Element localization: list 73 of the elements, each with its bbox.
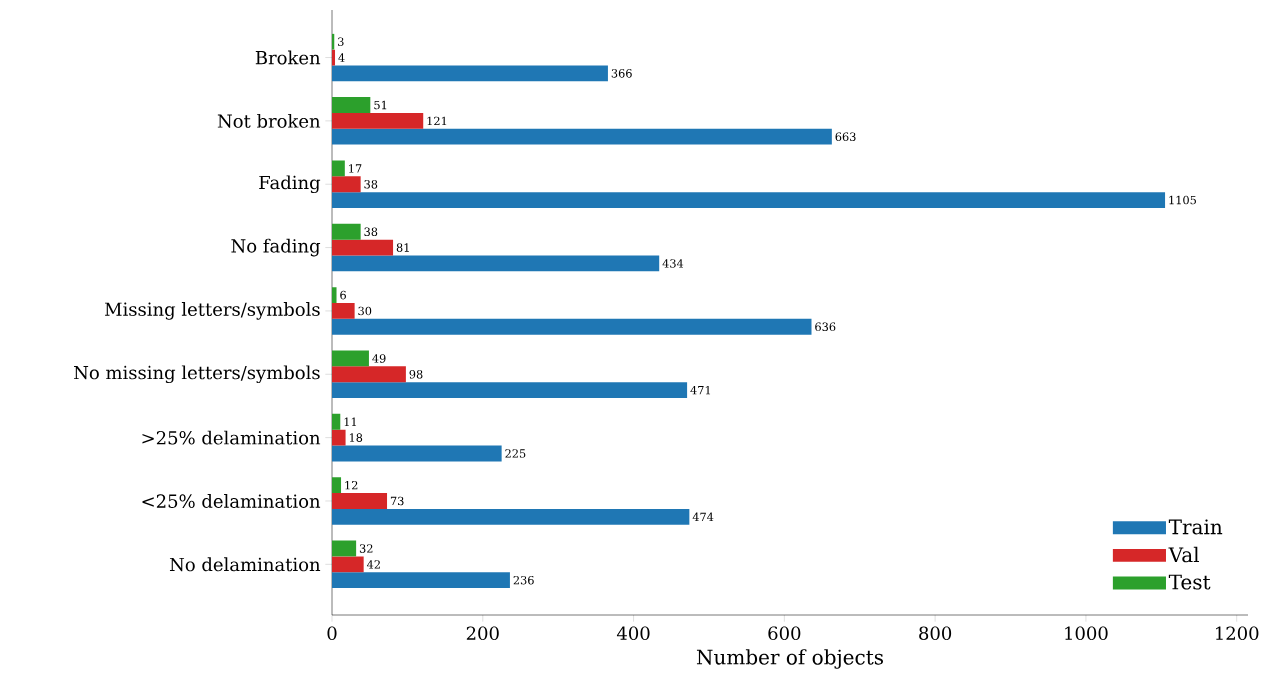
data-label: 32 [359, 544, 373, 553]
x-tick-label: 800 [919, 626, 952, 640]
bar [332, 239, 394, 256]
y-tick-label: Missing letters/symbols [105, 302, 320, 320]
bar [332, 556, 364, 573]
bar [332, 97, 371, 113]
x-axis-title: Number of objects [696, 649, 884, 669]
bar [332, 366, 406, 383]
data-label: 12 [345, 480, 358, 490]
x-tick-label: 1200 [1216, 626, 1259, 640]
data-label: 38 [364, 227, 378, 237]
data-label: 474 [692, 512, 714, 522]
x-tick-label: 200 [466, 626, 499, 640]
bar [332, 318, 812, 335]
bar [332, 176, 361, 193]
data-label: 236 [513, 575, 534, 585]
data-label: 6 [340, 290, 346, 300]
bar [332, 223, 361, 240]
data-label: 366 [611, 69, 632, 78]
bar [332, 493, 388, 509]
data-label: 471 [690, 385, 711, 395]
y-tick-label: >25% delamination [142, 430, 321, 445]
data-label: 4 [338, 53, 345, 62]
bar [332, 128, 832, 145]
data-label: 30 [358, 306, 372, 316]
bar [332, 112, 424, 129]
y-tick-label: <25% delamination [142, 494, 321, 508]
bar [332, 429, 346, 446]
bar [332, 413, 341, 430]
data-label: 17 [349, 164, 362, 173]
x-tick-label: 0 [327, 626, 337, 640]
data-label: 434 [662, 259, 684, 268]
x-tick-label: 400 [616, 626, 650, 640]
legend-label: Val [1168, 546, 1199, 563]
y-tick-label: Not broken [217, 113, 321, 128]
data-label: 663 [835, 132, 856, 141]
x-tick-label: 1000 [1065, 626, 1108, 640]
bar [332, 477, 342, 494]
bar [332, 382, 688, 399]
data-label: 3 [338, 37, 344, 46]
y-tick-label: No delamination [169, 557, 321, 572]
y-tick-label: No fading [231, 238, 321, 257]
y-tick-label: Broken [255, 50, 321, 65]
bar [332, 350, 369, 367]
x-tick-label: 600 [768, 626, 801, 640]
data-label: 38 [364, 179, 378, 189]
bar [332, 255, 660, 272]
bar [332, 445, 502, 462]
data-label: 1105 [1169, 195, 1196, 205]
data-label: 81 [396, 243, 409, 252]
data-label: 11 [344, 417, 357, 426]
bar [332, 192, 1166, 208]
bar [332, 572, 510, 589]
data-label: 18 [349, 433, 363, 442]
data-label: 73 [390, 496, 404, 506]
data-label: 42 [366, 560, 380, 569]
legend-label: Train [1168, 519, 1223, 535]
bar [332, 303, 355, 319]
bar [332, 540, 357, 557]
y-tick-label: Fading [259, 175, 321, 194]
y-tick-label: No missing letters/symbols [74, 365, 320, 384]
data-label: 98 [409, 369, 423, 379]
data-label: 121 [427, 116, 447, 126]
bar [332, 160, 345, 177]
data-label: 51 [374, 100, 387, 110]
bar [332, 65, 608, 82]
bar [332, 508, 690, 525]
data-label: 225 [505, 449, 526, 458]
bar [332, 287, 337, 303]
bar [332, 49, 336, 66]
data-label: 49 [372, 354, 386, 363]
legend-label: Test [1168, 574, 1211, 590]
data-label: 636 [815, 322, 836, 332]
